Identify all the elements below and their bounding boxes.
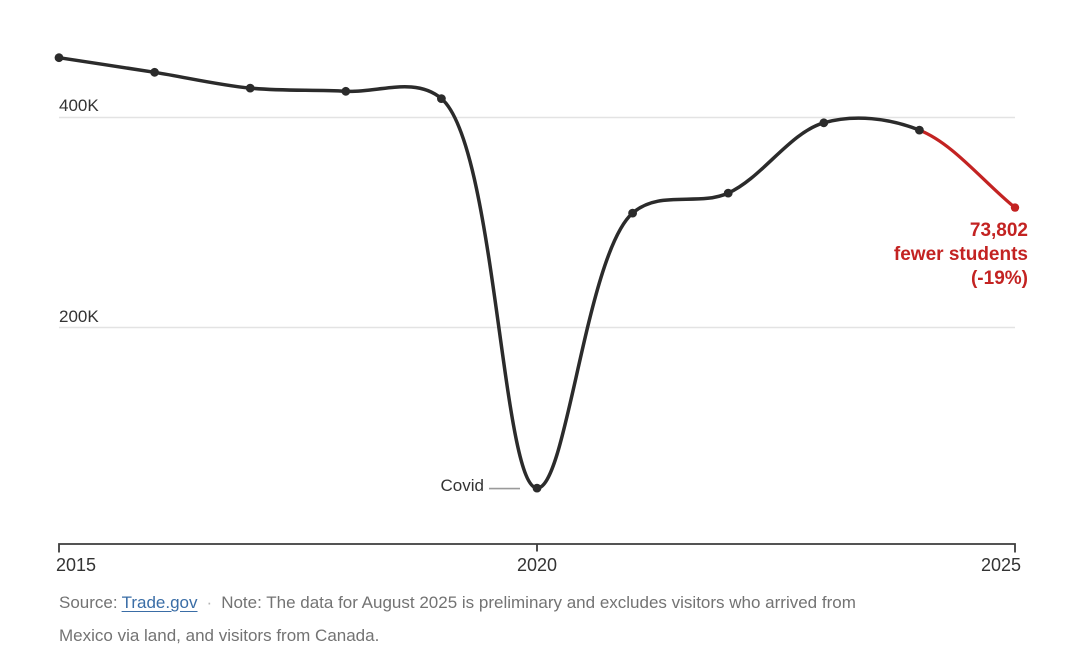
x-axis: [58, 543, 1016, 553]
covid-annotation-label: Covid: [440, 476, 484, 495]
drop-annotation-value: 73,802: [969, 220, 1028, 241]
data-point-2015: [54, 53, 64, 63]
source-link[interactable]: Trade.gov: [121, 593, 198, 612]
final-drop-annotation: 73,802 fewer students (-19%): [894, 219, 1028, 291]
data-point-2025: [1010, 203, 1020, 212]
data-point-2018: [341, 86, 351, 96]
source-note-line2: Mexico via land, and visitors from Canad…: [59, 626, 380, 645]
y-tick-label-200k: 200K: [59, 307, 99, 326]
data-point-2024: [915, 125, 924, 135]
y-tick-label-400k: 400K: [59, 96, 99, 115]
x-tick-label-2015: 2015: [56, 555, 97, 575]
source-note-line1: Source: Trade.gov · Note: The data for Augu…: [59, 586, 1019, 619]
x-tick-label-2020: 2020: [516, 555, 558, 575]
data-point-2020: [532, 483, 542, 493]
data-point-2021: [628, 208, 637, 218]
source-note: Source: Trade.gov · Note: The data for Augu…: [59, 586, 1019, 652]
data-point-2023: [819, 118, 829, 128]
note-separator-icon: ·: [206, 593, 213, 612]
data-point-2019: [437, 94, 446, 103]
data-point-2017: [245, 83, 255, 93]
source-label: Source:: [59, 593, 118, 612]
data-point-2016: [150, 67, 160, 77]
drop-annotation-text: fewer students: [893, 244, 1028, 265]
x-tick-label-2025: 2025: [980, 555, 1021, 575]
series-line: [57, 55, 922, 490]
highlight-line-segment: [917, 128, 1017, 210]
note-text-part1: Note: The data for August 2025 is prelim…: [221, 593, 856, 612]
data-point-2022: [723, 188, 733, 198]
drop-annotation-percent: (-19%): [970, 268, 1028, 289]
